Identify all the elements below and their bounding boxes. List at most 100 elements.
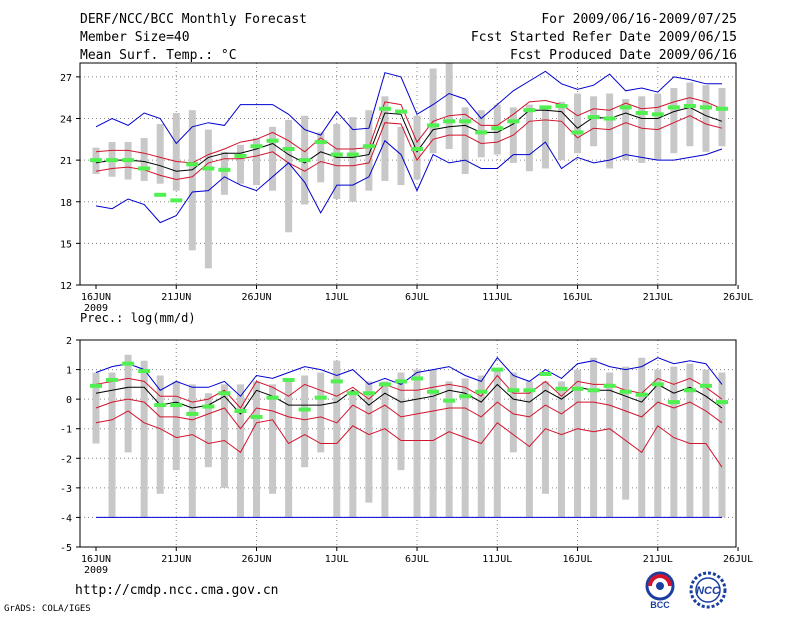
chart-title: DERF/NCC/BCC Monthly Forecast <box>80 12 307 27</box>
prec-box <box>269 384 277 494</box>
prec-ytick-label: -4 <box>60 513 72 524</box>
prec-obs-mark <box>427 389 440 394</box>
prec-obs-mark <box>202 404 215 409</box>
temp-obs-mark <box>346 152 359 157</box>
temp-obs-mark <box>539 105 552 110</box>
prec-obs-mark <box>603 383 616 388</box>
temp-obs-mark <box>106 158 119 163</box>
temp-obs-mark <box>186 162 199 167</box>
temp-xtick-label: 11JUL <box>482 292 512 303</box>
prec-box <box>413 369 421 518</box>
prec-obs-mark <box>394 379 407 384</box>
temp-obs-mark <box>250 144 263 149</box>
prec-box <box>397 372 405 471</box>
prec-box <box>509 372 517 453</box>
prec-obs-mark <box>106 377 119 382</box>
temp-ytick-label: 18 <box>60 198 72 209</box>
prec-obs-mark <box>250 414 263 419</box>
prec-xtick-label: 16JUL <box>562 554 592 565</box>
prec-box <box>557 381 565 518</box>
prec-box <box>686 363 694 518</box>
temp-xtick-label: 16JUL <box>562 292 592 303</box>
website-url[interactable]: http://cmdp.ncc.cma.gov.cn <box>75 583 279 598</box>
temp-box <box>269 126 277 191</box>
temp-obs-mark <box>475 130 488 135</box>
bcc-logo-text: BCC <box>650 600 670 610</box>
temp-obs-mark <box>90 158 102 163</box>
temp-obs-mark <box>282 147 295 152</box>
temp-box <box>188 110 196 251</box>
prec-obs-mark <box>330 379 343 384</box>
prec-obs-mark <box>234 408 247 413</box>
prec-box <box>301 375 309 468</box>
temp-box <box>285 119 293 233</box>
temp-panel: 12 15 18 21 24 27 16JUN 21JUN 26JUN 1JUL 6JUL 11JUL… <box>60 62 753 314</box>
temp-obs-mark <box>330 152 343 157</box>
prec-obs-mark <box>459 394 472 399</box>
prec-box <box>365 381 373 503</box>
prec-box <box>253 381 261 518</box>
prec-ytick-label: 0 <box>66 395 72 406</box>
prec-box <box>381 381 389 518</box>
temp-obs-mark <box>362 144 375 149</box>
temp-obs-mark <box>507 119 520 124</box>
prec-ytick-label: -2 <box>60 454 72 465</box>
temp-box <box>445 63 453 150</box>
prec-box <box>429 369 437 518</box>
temp-obs-mark <box>459 119 472 124</box>
temp-box <box>156 124 164 184</box>
temp-obs-mark <box>667 105 680 110</box>
temp-obs-mark <box>170 198 183 203</box>
temp-obs-mark <box>491 126 504 131</box>
temp-obs-mark <box>619 105 632 110</box>
prec-obs-mark <box>587 388 600 393</box>
prec-obs-mark <box>491 367 504 372</box>
prec-year-label: 2009 <box>84 565 108 576</box>
prec-box <box>204 393 212 468</box>
temp-obs-mark <box>651 112 664 117</box>
temp-box <box>333 124 341 199</box>
prec-boxes <box>92 354 726 518</box>
prec-obs-mark <box>683 388 696 393</box>
prec-box <box>108 372 116 518</box>
prec-xtick-label: 1JUL <box>325 554 349 565</box>
prec-box <box>236 384 244 518</box>
prec-box <box>156 375 164 494</box>
temp-grid: 12 15 18 21 24 27 16JUN 21JUN 26JUN 1JUL 6JUL 11JUL… <box>60 63 753 314</box>
forecast-period: For 2009/06/16-2009/07/25 <box>541 12 737 27</box>
temp-xtick-label: 21JUN <box>161 292 191 303</box>
temp-obs-mark <box>411 147 424 152</box>
temp-box <box>590 96 598 147</box>
prec-box <box>541 381 549 494</box>
prec-line-lower <box>95 398 723 430</box>
prec-obs-mark <box>314 395 327 400</box>
temp-box <box>365 110 373 191</box>
prec-obs-mark <box>507 388 520 393</box>
temp-obs-mark <box>234 153 247 158</box>
temp-ytick-label: 21 <box>60 156 72 167</box>
temp-box <box>204 129 212 269</box>
temp-box <box>140 137 148 181</box>
prec-obs-mark <box>475 389 488 394</box>
temp-obs-mark <box>716 106 728 111</box>
prec-box <box>317 372 325 453</box>
prec-obs-mark <box>122 361 135 366</box>
temp-box <box>253 137 261 186</box>
temp-box <box>236 144 244 184</box>
prec-line-min <box>95 410 723 468</box>
prec-xtick-label: 26JUN <box>241 554 271 565</box>
temp-obs-mark <box>443 119 456 124</box>
temp-box <box>349 117 357 202</box>
temp-frame <box>79 62 737 286</box>
prec-line-upper <box>95 374 723 409</box>
prec-obs-mark <box>571 386 584 391</box>
temp-obs-mark <box>394 109 407 114</box>
temp-line-mean <box>95 106 723 172</box>
temp-line-upper <box>95 97 723 164</box>
prec-frame <box>79 339 737 548</box>
prec-box <box>622 366 630 500</box>
temp-xtick-label: 6JUL <box>405 292 429 303</box>
prec-xtick-label: 21JUN <box>161 554 191 565</box>
prec-box <box>285 381 293 518</box>
start-date: Fcst Started Refer Date 2009/06/15 <box>470 30 737 45</box>
